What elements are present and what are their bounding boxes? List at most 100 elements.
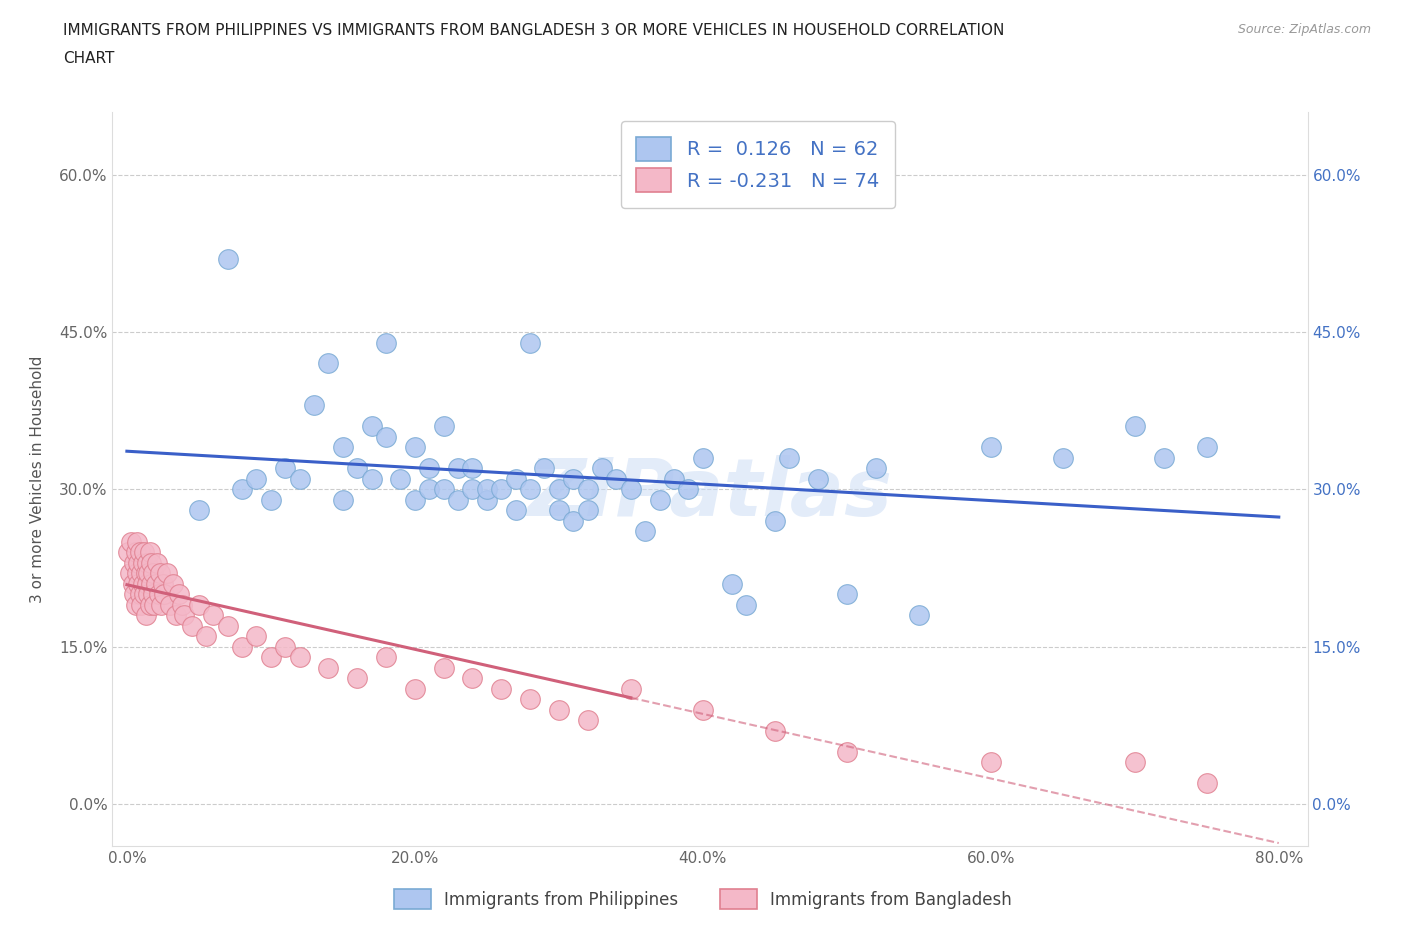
- Point: [980, 755, 1002, 770]
- Point: [156, 566, 179, 581]
- Point: [519, 692, 541, 707]
- Point: [231, 482, 253, 497]
- Point: [125, 535, 148, 550]
- Point: [122, 587, 145, 602]
- Point: [202, 608, 225, 623]
- Point: [907, 608, 929, 623]
- Point: [146, 555, 169, 570]
- Text: IMMIGRANTS FROM PHILIPPINES VS IMMIGRANTS FROM BANGLADESH 3 OR MORE VEHICLES IN : IMMIGRANTS FROM PHILIPPINES VS IMMIGRANT…: [63, 23, 1005, 38]
- Point: [562, 472, 585, 486]
- Point: [375, 335, 398, 350]
- Point: [288, 650, 311, 665]
- Point: [404, 493, 426, 508]
- Point: [122, 555, 145, 570]
- Point: [124, 545, 146, 560]
- Point: [217, 618, 239, 633]
- Point: [433, 660, 456, 675]
- Point: [807, 472, 830, 486]
- Point: [142, 566, 165, 581]
- Point: [360, 472, 382, 486]
- Point: [1123, 755, 1146, 770]
- Point: [260, 493, 283, 508]
- Point: [127, 555, 149, 570]
- Point: [187, 503, 209, 518]
- Point: [117, 545, 139, 560]
- Point: [153, 587, 176, 602]
- Point: [187, 597, 209, 612]
- Point: [576, 503, 599, 518]
- Point: [720, 577, 742, 591]
- Point: [1195, 776, 1218, 790]
- Point: [121, 577, 143, 591]
- Point: [692, 702, 714, 717]
- Point: [145, 577, 167, 591]
- Point: [447, 493, 470, 508]
- Point: [136, 577, 159, 591]
- Point: [678, 482, 700, 497]
- Point: [519, 335, 541, 350]
- Point: [318, 356, 340, 371]
- Point: [980, 440, 1002, 455]
- Point: [634, 524, 657, 538]
- Point: [475, 493, 498, 508]
- Point: [170, 597, 193, 612]
- Point: [491, 482, 513, 497]
- Point: [1052, 450, 1074, 465]
- Point: [162, 577, 184, 591]
- Point: [173, 608, 195, 623]
- Point: [138, 566, 160, 581]
- Point: [180, 618, 202, 633]
- Point: [505, 503, 527, 518]
- Point: [389, 472, 412, 486]
- Point: [165, 608, 187, 623]
- Point: [128, 587, 150, 602]
- Point: [127, 577, 149, 591]
- Point: [148, 587, 170, 602]
- Point: [375, 650, 398, 665]
- Point: [143, 597, 166, 612]
- Point: [1195, 440, 1218, 455]
- Point: [1153, 450, 1175, 465]
- Point: [332, 493, 354, 508]
- Point: [124, 597, 146, 612]
- Point: [547, 482, 569, 497]
- Point: [167, 587, 190, 602]
- Point: [346, 461, 368, 476]
- Point: [132, 577, 155, 591]
- Point: [135, 566, 157, 581]
- Point: [139, 597, 162, 612]
- Point: [533, 461, 555, 476]
- Point: [461, 482, 484, 497]
- Text: CHART: CHART: [63, 51, 115, 66]
- Legend: R =  0.126   N = 62, R = -0.231   N = 74: R = 0.126 N = 62, R = -0.231 N = 74: [621, 121, 894, 207]
- Point: [346, 671, 368, 685]
- Point: [433, 482, 456, 497]
- Point: [576, 482, 599, 497]
- Point: [138, 587, 160, 602]
- Point: [141, 555, 163, 570]
- Point: [129, 597, 152, 612]
- Text: Source: ZipAtlas.com: Source: ZipAtlas.com: [1237, 23, 1371, 36]
- Point: [142, 587, 165, 602]
- Point: [620, 682, 643, 697]
- Point: [763, 513, 786, 528]
- Point: [505, 472, 527, 486]
- Point: [274, 640, 297, 655]
- Point: [404, 440, 426, 455]
- Point: [865, 461, 887, 476]
- Point: [591, 461, 613, 476]
- Point: [433, 419, 456, 434]
- Point: [404, 682, 426, 697]
- Point: [134, 545, 156, 560]
- Y-axis label: 3 or more Vehicles in Household: 3 or more Vehicles in Household: [31, 355, 45, 603]
- Point: [763, 724, 786, 738]
- Point: [835, 744, 858, 759]
- Point: [778, 450, 800, 465]
- Point: [129, 566, 152, 581]
- Point: [418, 461, 440, 476]
- Point: [547, 503, 569, 518]
- Point: [1123, 419, 1146, 434]
- Point: [562, 513, 585, 528]
- Point: [519, 482, 541, 497]
- Point: [245, 629, 267, 644]
